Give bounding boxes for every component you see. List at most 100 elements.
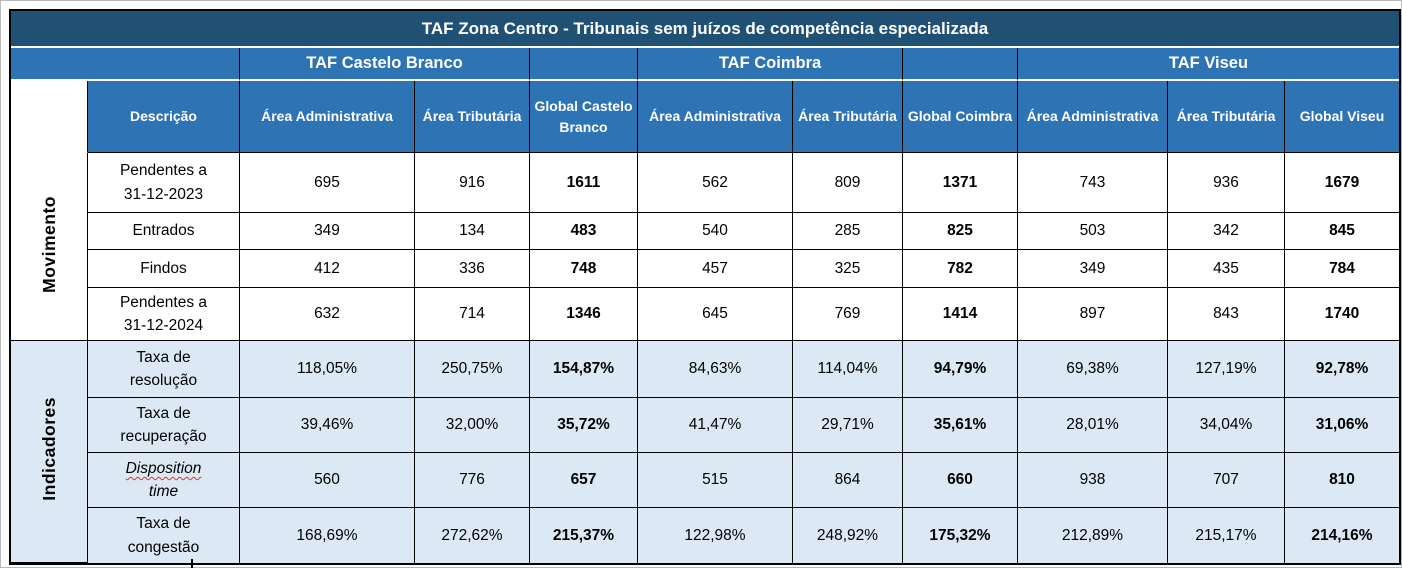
row-label: Pendentes a 31-12-2024 bbox=[88, 288, 240, 341]
value-cell: 325 bbox=[793, 250, 903, 288]
row-label: Pendentes a 31-12-2023 bbox=[88, 153, 240, 213]
global-value-cell: 175,32% bbox=[903, 508, 1018, 563]
column-header-global-coimbra: Global Coimbra bbox=[903, 81, 1018, 153]
section-cell-movimento: Movimento bbox=[11, 153, 88, 341]
value-cell: 412 bbox=[240, 250, 415, 288]
global-value-cell: 845 bbox=[1285, 213, 1399, 250]
spellcheck-underlined-word: Disposition bbox=[125, 459, 202, 477]
section-label: Indicadores bbox=[38, 397, 59, 501]
value-cell: 695 bbox=[240, 153, 415, 213]
group-spacer-left bbox=[11, 48, 240, 81]
section-label: Movimento bbox=[38, 195, 59, 293]
value-cell: 457 bbox=[638, 250, 793, 288]
taf-zona-centro-table: TAF Zona Centro - Tribunais sem juízos d… bbox=[9, 9, 1401, 565]
column-header-global-castelo-branco: Global Castelo Branco bbox=[530, 81, 638, 153]
table-title: TAF Zona Centro - Tribunais sem juízos d… bbox=[11, 11, 1399, 48]
value-cell: 336 bbox=[415, 250, 530, 288]
title-row: TAF Zona Centro - Tribunais sem juízos d… bbox=[11, 11, 1399, 48]
column-header-viseu-tributaria: Área Tributária bbox=[1168, 81, 1285, 153]
value-cell: 127,19% bbox=[1168, 341, 1285, 398]
value-cell: 776 bbox=[415, 453, 530, 508]
value-cell: 28,01% bbox=[1018, 398, 1168, 453]
table-row: Findos 412 336 748 457 325 782 349 435 784 bbox=[11, 250, 1399, 288]
global-value-cell: 748 bbox=[530, 250, 638, 288]
section-cell-indicadores: Indicadores bbox=[11, 341, 88, 563]
global-value-cell: 92,78% bbox=[1285, 341, 1399, 398]
value-cell: 349 bbox=[1018, 250, 1168, 288]
column-header-cb-tributaria: Área Tributária bbox=[415, 81, 530, 153]
value-cell: 122,98% bbox=[638, 508, 793, 563]
value-cell: 212,89% bbox=[1018, 508, 1168, 563]
value-cell: 936 bbox=[1168, 153, 1285, 213]
row-label: Taxa de congestão bbox=[88, 508, 240, 563]
value-cell: 41,47% bbox=[638, 398, 793, 453]
group-header-castelo-branco: TAF Castelo Branco bbox=[240, 48, 530, 81]
column-header-coimbra-administrativa: Área Administrativa bbox=[638, 81, 793, 153]
value-cell: 168,69% bbox=[240, 508, 415, 563]
global-value-cell: 1371 bbox=[903, 153, 1018, 213]
global-value-cell: 1346 bbox=[530, 288, 638, 341]
table-row: Taxa de recuperação 39,46% 32,00% 35,72% 41,… bbox=[11, 398, 1399, 453]
row-label: Findos bbox=[88, 250, 240, 288]
value-cell: 645 bbox=[638, 288, 793, 341]
value-cell: 215,17% bbox=[1168, 508, 1285, 563]
column-header-global-viseu: Global Viseu bbox=[1285, 81, 1399, 153]
table-row: Indicadores Taxa de resolução 118,05% 250,7… bbox=[11, 341, 1399, 563]
global-value-cell: 31,06% bbox=[1285, 398, 1399, 453]
group-header-viseu: TAF Viseu bbox=[1018, 48, 1399, 81]
value-cell: 114,04% bbox=[793, 341, 903, 398]
table-row: Pendentes a 31-12-2024 632 714 1346 645 769 14… bbox=[11, 288, 1399, 341]
table-row: Movimento Pendentes a 31-12-2023 695 916 161… bbox=[11, 153, 1399, 341]
value-cell: 632 bbox=[240, 288, 415, 341]
global-value-cell: 215,37% bbox=[530, 508, 638, 563]
global-value-cell: 483 bbox=[530, 213, 638, 250]
global-value-cell: 1679 bbox=[1285, 153, 1399, 213]
value-cell: 250,75% bbox=[415, 341, 530, 398]
value-cell: 134 bbox=[415, 213, 530, 250]
column-header-row: Descrição Área Administrativa Área Tribu… bbox=[11, 81, 1399, 153]
table-row: Taxa de congestão 168,69% 272,62% 215,37% 12… bbox=[11, 508, 1399, 563]
group-spacer-global-castelo-branco bbox=[530, 48, 638, 81]
row-label: Disposition time bbox=[88, 453, 240, 508]
global-value-cell: 1740 bbox=[1285, 288, 1399, 341]
value-cell: 84,63% bbox=[638, 341, 793, 398]
value-cell: 39,46% bbox=[240, 398, 415, 453]
row-label: Taxa de recuperação bbox=[88, 398, 240, 453]
value-cell: 435 bbox=[1168, 250, 1285, 288]
value-cell: 560 bbox=[240, 453, 415, 508]
value-cell: 864 bbox=[793, 453, 903, 508]
value-cell: 32,00% bbox=[415, 398, 530, 453]
value-cell: 562 bbox=[638, 153, 793, 213]
value-cell: 342 bbox=[1168, 213, 1285, 250]
table-body: Movimento Pendentes a 31-12-2023 695 916 161… bbox=[11, 153, 1399, 563]
value-cell: 69,38% bbox=[1018, 341, 1168, 398]
table-row: Disposition time 560 776 657 515 864 660 938 707 8… bbox=[11, 453, 1399, 508]
global-value-cell: 35,61% bbox=[903, 398, 1018, 453]
column-header-viseu-administrativa: Área Administrativa bbox=[1018, 81, 1168, 153]
stray-gridline-mark bbox=[191, 559, 193, 568]
value-cell: 743 bbox=[1018, 153, 1168, 213]
column-header-coimbra-tributaria: Área Tributária bbox=[793, 81, 903, 153]
value-cell: 714 bbox=[415, 288, 530, 341]
column-header-cb-administrativa: Área Administrativa bbox=[240, 81, 415, 153]
value-cell: 897 bbox=[1018, 288, 1168, 341]
global-value-cell: 810 bbox=[1285, 453, 1399, 508]
value-cell: 515 bbox=[638, 453, 793, 508]
column-header-descricao: Descrição bbox=[88, 81, 240, 153]
value-cell: 916 bbox=[415, 153, 530, 213]
global-value-cell: 784 bbox=[1285, 250, 1399, 288]
global-value-cell: 94,79% bbox=[903, 341, 1018, 398]
table-row: Entrados 349 134 483 540 285 825 503 342 845 bbox=[11, 213, 1399, 250]
value-cell: 118,05% bbox=[240, 341, 415, 398]
row-label: Entrados bbox=[88, 213, 240, 250]
value-cell: 34,04% bbox=[1168, 398, 1285, 453]
value-cell: 503 bbox=[1018, 213, 1168, 250]
value-cell: 272,62% bbox=[415, 508, 530, 563]
global-value-cell: 825 bbox=[903, 213, 1018, 250]
group-spacer-global-coimbra bbox=[903, 48, 1018, 81]
global-value-cell: 782 bbox=[903, 250, 1018, 288]
global-value-cell: 1414 bbox=[903, 288, 1018, 341]
value-cell: 769 bbox=[793, 288, 903, 341]
value-cell: 809 bbox=[793, 153, 903, 213]
